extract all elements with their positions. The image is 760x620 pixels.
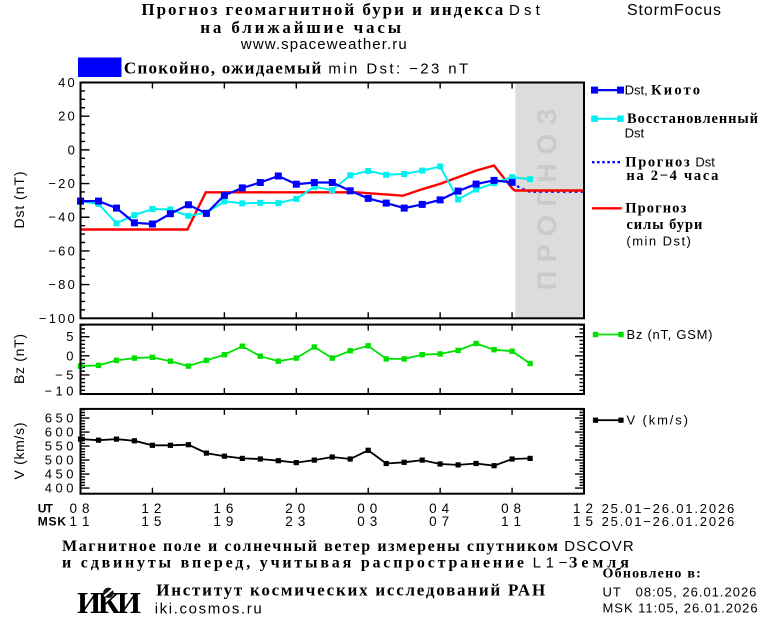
- svg-text:0: 0: [66, 348, 77, 363]
- svg-text:Земля: Земля: [569, 555, 629, 572]
- svg-text:(min Dst): (min Dst): [626, 234, 691, 249]
- svg-text:Киото: Киото: [651, 83, 700, 99]
- svg-text:www.spaceweather.ru: www.spaceweather.ru: [240, 36, 407, 53]
- svg-text:−60: −60: [48, 243, 77, 258]
- svg-text:−10: −10: [44, 384, 77, 399]
- svg-text:MSK: MSK: [38, 515, 67, 529]
- svg-text:ПРОГНОЗ: ПРОГНОЗ: [532, 100, 562, 290]
- svg-text:L1−: L1−: [533, 555, 568, 572]
- svg-text:силы бури: силы бури: [626, 217, 702, 233]
- svg-text:20: 20: [58, 109, 77, 124]
- svg-text:−100: −100: [39, 311, 77, 326]
- svg-text:на 2−4 часа: на 2−4 часа: [626, 168, 719, 184]
- svg-text:25.01−26.01.2026: 25.01−26.01.2026: [602, 501, 735, 516]
- svg-text:0: 0: [68, 142, 77, 157]
- svg-text:400: 400: [45, 481, 77, 496]
- svg-text:iki.cosmos.ru: iki.cosmos.ru: [155, 601, 262, 618]
- svg-text:−40: −40: [48, 210, 77, 225]
- svg-text:Спокойно, ожидаемый: Спокойно, ожидаемый: [124, 59, 322, 78]
- svg-text:StormFocus: StormFocus: [627, 2, 721, 19]
- svg-text:600: 600: [45, 425, 77, 440]
- svg-text:650: 650: [45, 411, 77, 426]
- svg-text:−5: −5: [55, 367, 77, 382]
- svg-text:500: 500: [45, 453, 77, 468]
- svg-text:550: 550: [45, 439, 77, 454]
- svg-text:−20: −20: [48, 176, 77, 191]
- svg-text:Прогноз: Прогноз: [625, 200, 686, 216]
- svg-text:Институт космических исследова: Институт космических исследований РАН: [156, 581, 545, 600]
- svg-text:MSK 11:05, 26.01.2026: MSK 11:05, 26.01.2026: [603, 601, 758, 616]
- svg-text:Прогноз геомагнитной бури и ин: Прогноз геомагнитной бури и индекса: [141, 0, 503, 19]
- svg-text:25.01−26.01.2026: 25.01−26.01.2026: [602, 514, 735, 529]
- svg-text:Dst,: Dst,: [625, 83, 652, 98]
- svg-text:Магнитное поле и солнечный вет: Магнитное поле и солнечный ветер измерен…: [62, 538, 558, 555]
- svg-text:min Dst: −23 nT: min Dst: −23 nT: [328, 61, 468, 78]
- svg-text:UT 08:05, 26.01.2026: UT 08:05, 26.01.2026: [603, 585, 757, 600]
- svg-text:Прогноз: Прогноз: [625, 154, 695, 170]
- svg-text:UT: UT: [38, 502, 54, 516]
- svg-text:Dst: Dst: [509, 2, 541, 19]
- svg-text:V (km/s): V (km/s): [11, 423, 27, 480]
- svg-text:Dst: Dst: [625, 126, 645, 141]
- svg-text:450: 450: [45, 467, 77, 482]
- svg-text:Dst: Dst: [695, 154, 715, 169]
- svg-text:DSCOVR: DSCOVR: [564, 538, 634, 555]
- svg-text:Dst (nT): Dst (nT): [11, 172, 27, 229]
- svg-text:V (km/s): V (km/s): [627, 413, 689, 428]
- svg-text:Bz (nT): Bz (nT): [11, 334, 27, 384]
- svg-text:5: 5: [66, 329, 77, 344]
- svg-text:40: 40: [58, 75, 77, 90]
- svg-text:Bz (nT, GSM): Bz (nT, GSM): [627, 327, 713, 342]
- svg-text:−80: −80: [48, 277, 77, 292]
- svg-text:Восстановленный: Восстановленный: [627, 111, 758, 127]
- svg-text:на ближайшие часы: на ближайшие часы: [200, 18, 401, 37]
- svg-text:Обновлено в:: Обновлено в:: [603, 567, 701, 582]
